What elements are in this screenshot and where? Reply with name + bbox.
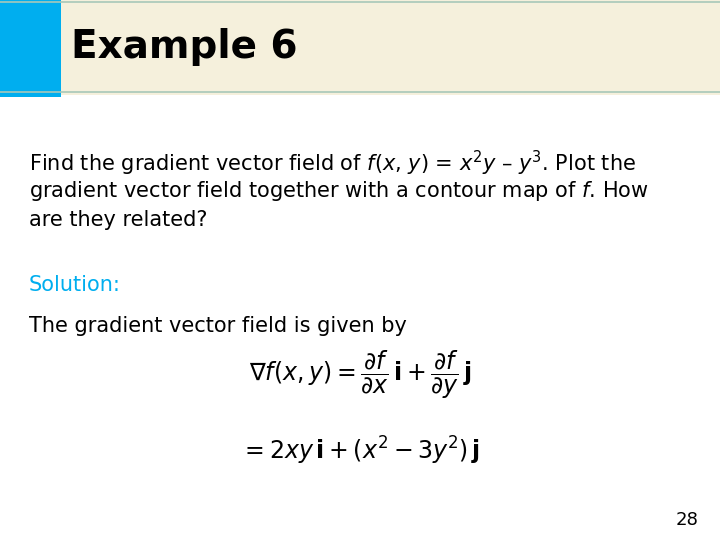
Text: are they related?: are they related? — [29, 210, 207, 230]
FancyBboxPatch shape — [0, 0, 61, 97]
Text: $\nabla f(x, y) = \dfrac{\partial f}{\partial x}\,\mathbf{i} + \dfrac{\partial f: $\nabla f(x, y) = \dfrac{\partial f}{\pa… — [248, 349, 472, 401]
Text: The gradient vector field is given by: The gradient vector field is given by — [29, 316, 407, 336]
Text: $= 2xy\,\mathbf{i} + (x^2 - 3y^2)\,\mathbf{j}$: $= 2xy\,\mathbf{i} + (x^2 - 3y^2)\,\math… — [240, 435, 480, 467]
Text: Solution:: Solution: — [29, 275, 121, 295]
FancyBboxPatch shape — [0, 0, 720, 94]
Text: 28: 28 — [675, 511, 698, 529]
Text: gradient vector field together with a contour map of $f$. How: gradient vector field together with a co… — [29, 179, 649, 203]
Text: Example 6: Example 6 — [71, 28, 297, 66]
Text: Find the gradient vector field of $f$($x$, $y$) = $x^2y$ – $y^3$. Plot the: Find the gradient vector field of $f$($x… — [29, 148, 636, 178]
